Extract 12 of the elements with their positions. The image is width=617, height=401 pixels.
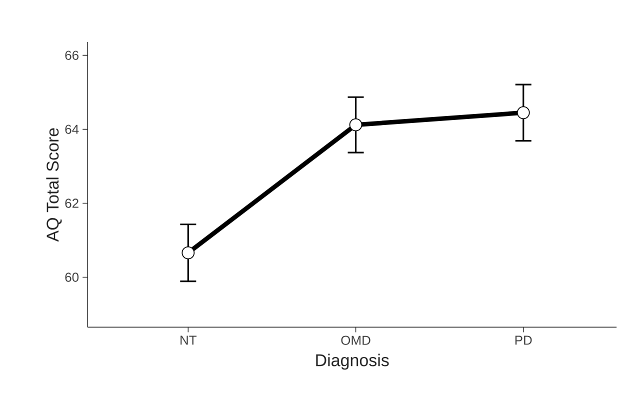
point bbox=[182, 246, 195, 260]
point bbox=[349, 118, 362, 132]
x-tick-label: PD bbox=[515, 336, 532, 345]
y-tick-label: 60 bbox=[65, 272, 79, 282]
x-axis-title: Diagnosis bbox=[316, 354, 389, 370]
y-tick-label: 62 bbox=[65, 198, 78, 208]
x-tick-label: NT bbox=[180, 336, 197, 345]
y-tick-label: 66 bbox=[65, 50, 78, 60]
point bbox=[516, 106, 530, 120]
y-tick-label: 64 bbox=[65, 124, 79, 134]
x-tick-label: OMD bbox=[341, 336, 370, 345]
y-axis-title: AQ Total Score bbox=[46, 128, 62, 242]
